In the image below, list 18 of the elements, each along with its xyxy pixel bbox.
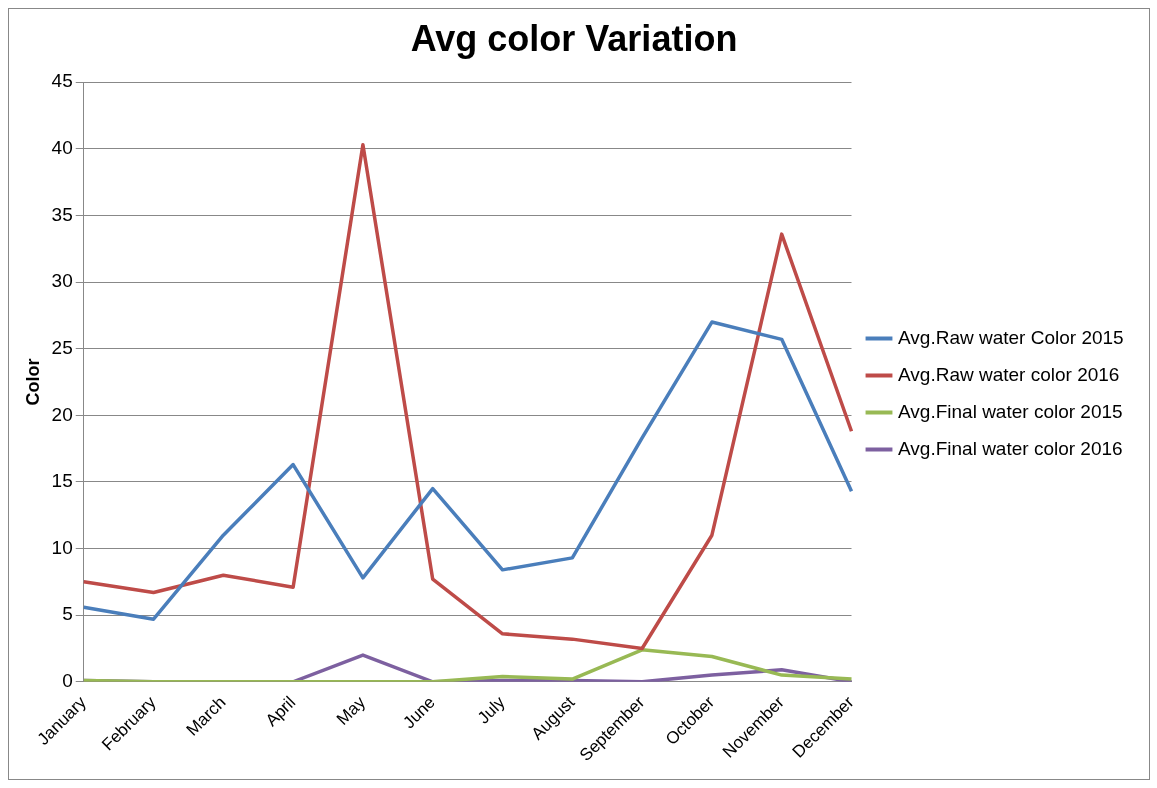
- y-tick-label: 40: [51, 137, 73, 159]
- y-tick-label: 5: [62, 603, 73, 625]
- y-tick-label: 30: [51, 270, 73, 292]
- x-tick-label: May: [332, 692, 370, 729]
- y-tick-label: 20: [51, 403, 73, 425]
- y-axis-title: Color: [22, 358, 43, 406]
- y-tick-label: 25: [51, 336, 73, 358]
- y-tick-label: 15: [51, 470, 73, 492]
- chart-title: Avg color Variation: [410, 17, 738, 59]
- legend-label: Avg.Final water color 2015: [898, 400, 1123, 422]
- legend-label: Avg.Final water color 2016: [898, 437, 1123, 459]
- legend-label: Avg.Raw water Color 2015: [898, 326, 1124, 348]
- y-tick-label: 0: [62, 670, 73, 692]
- y-tick-label: 45: [51, 70, 73, 92]
- x-tick-label: July: [473, 692, 510, 728]
- legend-label: Avg.Raw water color 2016: [898, 363, 1120, 385]
- y-tick-label: 35: [51, 203, 73, 225]
- y-tick-label: 10: [51, 536, 73, 558]
